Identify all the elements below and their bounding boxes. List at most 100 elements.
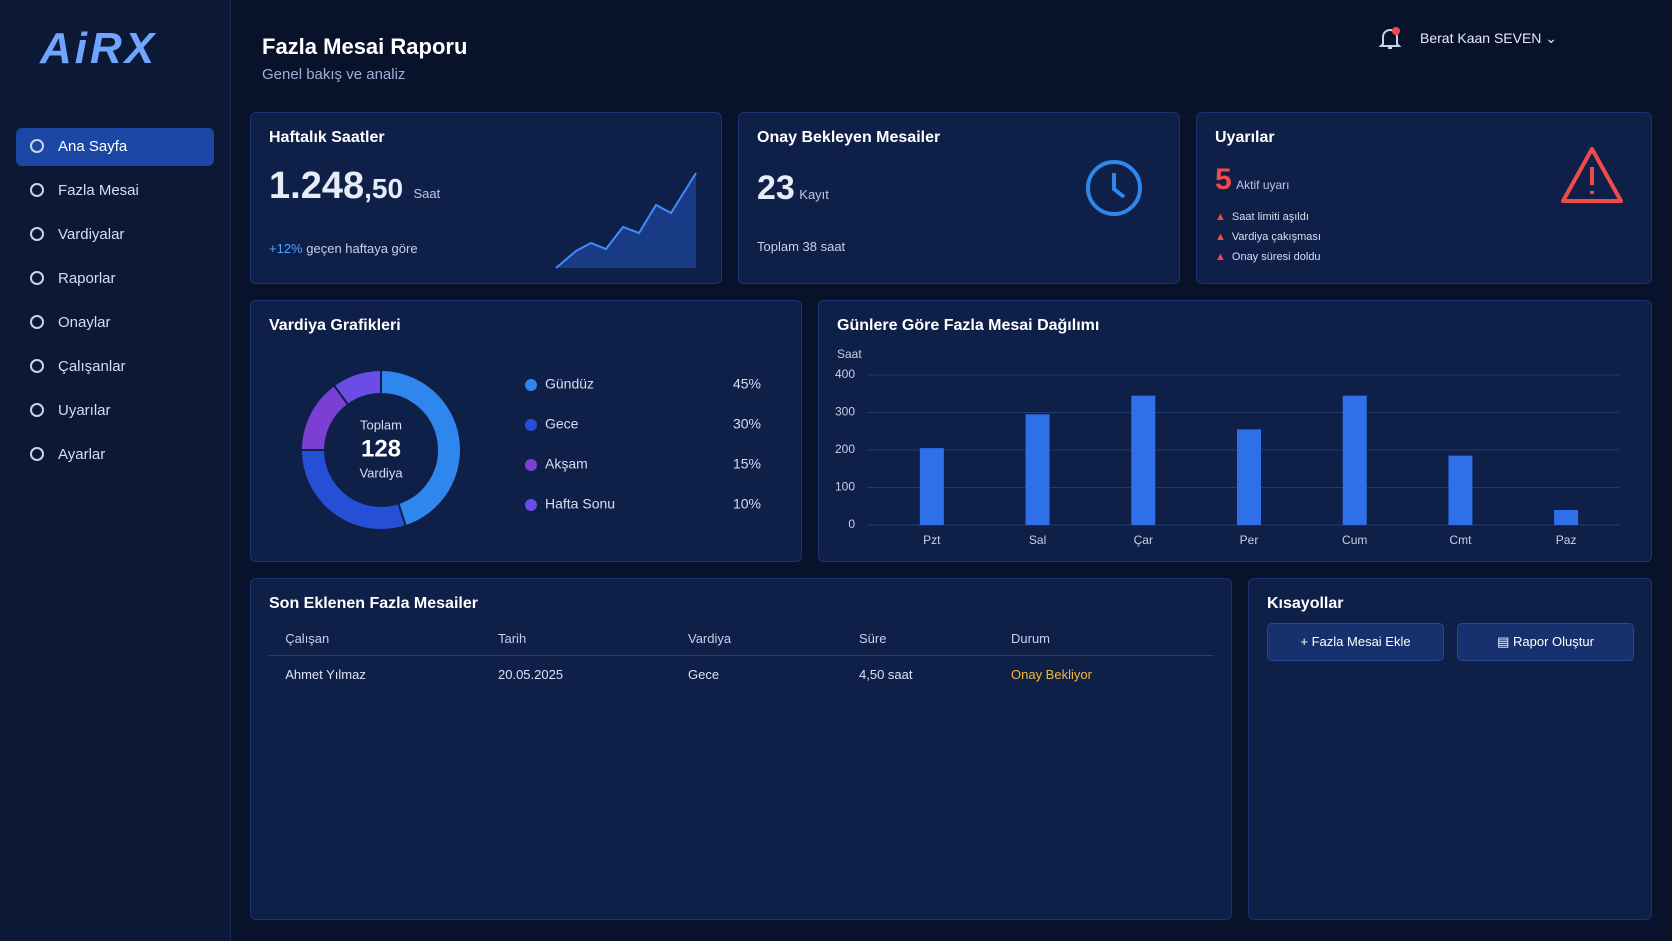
- table-header: Çalışan: [285, 631, 330, 646]
- legend-label: Akşam: [545, 456, 588, 472]
- y-tick-label: 200: [835, 442, 855, 456]
- nav-item[interactable]: Onaylar: [16, 304, 214, 342]
- alert-icon: ▲: [1215, 231, 1226, 243]
- pending-value: 23 Kayıt: [757, 169, 829, 208]
- value-decimals: ,50: [364, 173, 404, 204]
- bar: [1554, 510, 1579, 525]
- page-title: Fazla Mesai Raporu: [262, 34, 468, 59]
- nav-item[interactable]: Uyarılar: [16, 392, 214, 430]
- table-header: Süre: [859, 631, 887, 646]
- table-cell: 4,50 saat: [859, 667, 913, 682]
- y-tick-label: 400: [835, 367, 855, 381]
- card-title: Uyarılar: [1215, 129, 1275, 146]
- donut-slice: [380, 368, 462, 528]
- card-title: Kısayollar: [1267, 595, 1344, 612]
- alerts-card: Uyarılar 5 Aktif uyarı ▲ Saat limiti aşıl…: [1196, 112, 1652, 284]
- alert-item: ▲ Onay süresi doldu: [1215, 251, 1321, 263]
- clock-icon: [1086, 160, 1142, 216]
- logo: AiRX: [40, 24, 158, 73]
- y-tick-label: 100: [835, 480, 855, 494]
- x-tick-label: Cum: [1342, 533, 1367, 547]
- shift-chart-card: Vardiya Grafikleri Gündüz 45% Gece 30% Akşam…: [250, 300, 802, 562]
- sparkline: [555, 172, 697, 269]
- legend-label: Hafta Sonu: [545, 496, 615, 512]
- page-subtitle: Genel bakış ve analiz: [262, 66, 406, 83]
- weekly-hours-card: Haftalık Saatler 1.248,50 Saat +12% geçe…: [250, 112, 722, 284]
- daily-chart-card: Günlere Göre Fazla Mesai Dağılımı Saat 0 1…: [818, 300, 1652, 562]
- alert-item: ▲ Saat limiti aşıldı: [1215, 211, 1309, 223]
- nav-item[interactable]: Raporlar: [16, 260, 214, 298]
- bar-chart: Saat 0 100 200 300 400 Pzt Sal Çar Per Cum Cmt Paz: [835, 347, 1619, 547]
- nav-item[interactable]: Çalışanlar: [16, 348, 214, 386]
- card-title: Vardiya Grafikleri: [269, 317, 401, 334]
- value: 23: [757, 169, 795, 207]
- clock-hands: [1112, 173, 1126, 199]
- bar: [1237, 429, 1261, 525]
- table-cell: Gece: [688, 667, 720, 682]
- nav-item[interactable]: Vardiyalar: [16, 216, 214, 254]
- table-cell: Ahmet Yılmaz: [285, 667, 366, 682]
- alert-icon: ▲: [1215, 211, 1226, 223]
- legend-swatch: [525, 379, 537, 391]
- value-label: 10%: [733, 496, 761, 512]
- bar: [1131, 395, 1156, 525]
- x-tick-label: Sal: [1029, 533, 1046, 547]
- value: 5: [1215, 163, 1232, 196]
- button-label: Fazla Mesai Ekle: [1311, 634, 1411, 649]
- nav-item[interactable]: Fazla Mesai: [16, 172, 214, 210]
- weekly-change: +12% geçen haftaya göre: [269, 241, 418, 256]
- value-unit: Kayıt: [799, 187, 829, 202]
- value-unit: Aktif uyarı: [1236, 178, 1290, 192]
- bell-badge: [1392, 27, 1400, 35]
- alerts-value: 5 Aktif uyarı: [1215, 163, 1290, 197]
- bar: [919, 448, 944, 525]
- x-tick-label: Pzt: [923, 533, 941, 547]
- center-label: Toplam: [360, 417, 402, 432]
- value-label: 30%: [733, 416, 761, 432]
- recent-card: Son Eklenen Fazla Mesailer Çalışan Tarih V…: [250, 578, 1232, 920]
- center-unit: Vardiya: [359, 465, 403, 480]
- weekly-value: 1.248,50 Saat: [269, 165, 440, 208]
- x-tick-label: Per: [1240, 533, 1259, 547]
- table-cell: Onay Bekliyor: [1011, 667, 1092, 682]
- center-value: 128: [361, 435, 401, 462]
- card-title: Onay Bekleyen Mesailer: [757, 129, 941, 146]
- pending-card: Onay Bekleyen Mesailer 23 Kayıt Toplam 3…: [738, 112, 1180, 284]
- nav-item[interactable]: Ayarlar: [16, 436, 214, 474]
- create-report-button[interactable]: ▤ Rapor Oluştur: [1457, 623, 1634, 661]
- notification-bell[interactable]: [1378, 26, 1402, 52]
- donut-slice: [332, 368, 382, 407]
- y-tick-label: 0: [848, 517, 855, 531]
- shortcuts-card: Kısayollar + Fazla Mesai Ekle ▤ Rapor Ol…: [1248, 578, 1652, 920]
- table-cell: 20.05.2025: [498, 667, 564, 682]
- value-unit: Saat: [413, 186, 441, 201]
- sparkline-line: [555, 172, 697, 269]
- button-label: Rapor Oluştur: [1512, 634, 1594, 649]
- user-menu[interactable]: Berat Kaan SEVEN ⌄: [1420, 30, 1558, 46]
- legend-swatch: [525, 499, 537, 511]
- bar: [1342, 395, 1367, 525]
- change-note: geçen haftaya göre: [306, 241, 418, 256]
- legend-swatch: [525, 419, 537, 431]
- value-label: 15%: [733, 456, 761, 472]
- value-main: 1.248: [269, 165, 365, 207]
- nav-item[interactable]: Ana Sayfa: [16, 128, 214, 166]
- add-overtime-button[interactable]: + Fazla Mesai Ekle: [1267, 623, 1444, 661]
- alert-text: Saat limiti aşıldı: [1231, 211, 1309, 223]
- alert-icon: ▲: [1215, 251, 1226, 263]
- alert-text: Vardiya çakışması: [1231, 231, 1321, 243]
- table-header: Vardiya: [688, 631, 732, 646]
- card-title: Haftalık Saatler: [269, 129, 385, 146]
- card-title: Son Eklenen Fazla Mesailer: [269, 595, 478, 612]
- sidebar: AiRX Ana Sayfa Fazla Mesai Vardiyalar Rapor…: [0, 0, 231, 941]
- clock-face: [1086, 160, 1142, 216]
- user-name: Berat Kaan SEVEN: [1420, 30, 1542, 46]
- bar: [1448, 455, 1473, 525]
- card-title: Günlere Göre Fazla Mesai Dağılımı: [837, 317, 1100, 334]
- legend-label: Gece: [545, 416, 579, 432]
- alert-text: Onay süresi doldu: [1231, 251, 1321, 263]
- pending-note: Toplam 38 saat: [757, 239, 846, 254]
- table-header: Tarih: [498, 631, 527, 646]
- donut-chart: Gündüz 45% Gece 30% Akşam 15% Hafta Sonu 10% Top…: [299, 368, 761, 531]
